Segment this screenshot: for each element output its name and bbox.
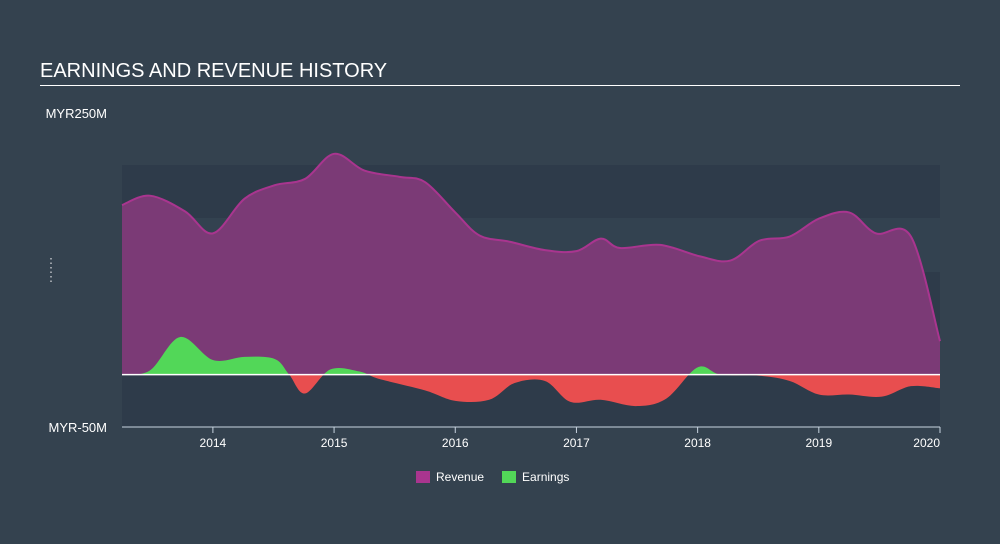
x-tick-label: 2014 — [200, 436, 227, 450]
y-tick-label: MYR-50M — [48, 420, 107, 435]
title-divider — [40, 85, 960, 86]
legend-label-revenue: Revenue — [436, 470, 485, 484]
legend-earnings[interactable]: Earnings — [502, 470, 569, 484]
x-tick-label: 2017 — [563, 436, 590, 450]
x-tick-label: 2020 — [913, 436, 940, 450]
revenue-area — [122, 153, 940, 375]
legend-swatch-revenue — [416, 471, 430, 483]
x-tick-label: 2016 — [442, 436, 469, 450]
x-tick-label: 2015 — [321, 436, 348, 450]
x-tick-label: 2018 — [684, 436, 711, 450]
legend-label-earnings: Earnings — [522, 470, 570, 484]
earnings-area-positive — [122, 336, 721, 375]
revenue-line — [121, 152, 941, 342]
x-tick-label: 2019 — [805, 436, 832, 450]
legend-revenue[interactable]: Revenue — [416, 470, 484, 484]
earnings-area-negative — [122, 374, 940, 407]
legend: Revenue Earnings — [416, 470, 569, 484]
legend-swatch-earnings — [502, 471, 517, 483]
chart-title: EARNINGS AND REVENUE HISTORY — [40, 60, 388, 82]
y-tick-label: MYR250M — [46, 106, 107, 121]
